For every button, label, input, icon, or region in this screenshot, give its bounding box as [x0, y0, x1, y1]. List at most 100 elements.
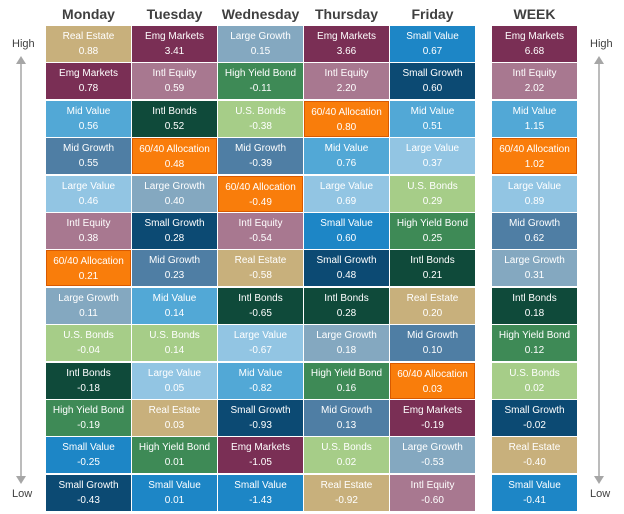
cell-asset-name: Small Value: [234, 479, 287, 491]
cell-return-value: -0.39: [249, 158, 272, 170]
cell-wednesday-intl-bonds: Intl Bonds -0.65: [218, 287, 303, 324]
cell-thursday-intl-bonds: Intl Bonds 0.28: [304, 287, 389, 324]
cell-asset-name: Mid Growth: [62, 143, 115, 155]
cell-return-value: 0.69: [336, 195, 357, 207]
cell-wednesday-high-yield-bond: High Yield Bond -0.11: [218, 63, 303, 100]
cell-wednesday-small-value: Small Value -1.43: [218, 474, 303, 511]
cell-asset-name: 60/40 Allocation: [53, 256, 124, 268]
column-header-tuesday: Tuesday: [146, 6, 203, 22]
cell-monday-mid-value: Mid Value 0.56: [46, 100, 131, 137]
cell-friday-small-value: Small Value 0.67: [390, 26, 475, 62]
cell-tuesday-large-growth: Large Growth 0.40: [132, 175, 217, 212]
low-label-right: Low: [590, 488, 611, 500]
cell-return-value: 0.20: [422, 307, 443, 319]
cell-return-value: 1.15: [524, 120, 545, 132]
cell-return-value: -0.82: [249, 382, 272, 394]
cell-asset-name: U.S. Bonds: [321, 442, 372, 454]
cell-monday-small-value: Small Value -0.25: [46, 437, 131, 474]
cell-return-value: 0.67: [422, 46, 443, 57]
cell-week-60-40-allocation: 60/40 Allocation 1.02: [492, 138, 577, 175]
cell-tuesday-emg-markets: Emg Markets 3.41: [132, 26, 217, 62]
cell-monday-u-s-bonds: U.S. Bonds -0.04: [46, 325, 131, 362]
low-label-left: Low: [12, 488, 33, 500]
column-header-monday: Monday: [62, 6, 115, 22]
cell-return-value: -0.53: [421, 457, 444, 469]
cell-asset-name: Small Growth: [144, 218, 205, 229]
cell-asset-name: Real Estate: [62, 31, 115, 42]
cell-asset-name: Large Value: [319, 180, 374, 192]
cell-return-value: -0.25: [77, 457, 100, 469]
cell-wednesday-real-estate: Real Estate -0.58: [218, 250, 303, 287]
cell-monday-high-yield-bond: High Yield Bond -0.19: [46, 400, 131, 436]
cell-thursday-large-value: Large Value 0.69: [304, 175, 389, 212]
cell-wednesday-small-growth: Small Growth -0.93: [218, 400, 303, 436]
cell-asset-name: Intl Bonds: [238, 292, 283, 304]
cell-asset-name: High Yield Bond: [396, 218, 469, 229]
cell-return-value: -1.43: [249, 494, 272, 506]
cell-asset-name: U.S. Bonds: [63, 330, 114, 342]
cell-week-u-s-bonds: U.S. Bonds 0.02: [492, 362, 577, 399]
cell-asset-name: High Yield Bond: [52, 405, 125, 416]
cell-return-value: 2.20: [336, 83, 357, 95]
cell-tuesday-intl-bonds: Intl Bonds 0.52: [132, 100, 217, 137]
cell-asset-name: Emg Markets: [317, 31, 376, 42]
cell-return-value: 0.52: [164, 120, 185, 132]
cell-return-value: -0.92: [335, 494, 358, 506]
cell-return-value: 0.25: [422, 233, 443, 244]
high-label-left: High: [12, 38, 35, 50]
cell-asset-name: Small Growth: [504, 405, 565, 416]
cell-wednesday-mid-growth: Mid Growth -0.39: [218, 138, 303, 175]
cell-asset-name: Intl Bonds: [66, 367, 111, 379]
cell-wednesday-mid-value: Mid Value -0.82: [218, 362, 303, 399]
cell-asset-name: Real Estate: [406, 292, 459, 304]
cell-return-value: 0.18: [336, 345, 357, 357]
cell-return-value: 0.14: [164, 345, 185, 357]
cell-asset-name: Mid Growth: [508, 218, 561, 229]
cell-asset-name: Mid Growth: [148, 255, 201, 267]
cell-asset-name: Intl Equity: [66, 218, 111, 229]
cell-return-value: 0.01: [164, 494, 185, 506]
cell-return-value: 0.55: [78, 158, 99, 170]
cell-tuesday-small-value: Small Value 0.01: [132, 474, 217, 511]
cell-asset-name: Intl Equity: [512, 68, 557, 80]
cell-monday-mid-growth: Mid Growth 0.55: [46, 138, 131, 175]
cell-asset-name: Large Value: [147, 367, 202, 379]
cell-wednesday-large-growth: Large Growth 0.15: [218, 26, 303, 62]
cell-return-value: -0.19: [421, 420, 444, 431]
cell-thursday-small-growth: Small Growth 0.48: [304, 250, 389, 287]
cell-asset-name: Emg Markets: [231, 442, 290, 454]
cell-thursday-large-growth: Large Growth 0.18: [304, 325, 389, 362]
column-header-wednesday: Wednesday: [221, 6, 300, 22]
cell-asset-name: Small Value: [508, 479, 561, 491]
cell-week-intl-bonds: Intl Bonds 0.18: [492, 287, 577, 324]
cell-thursday-real-estate: Real Estate -0.92: [304, 474, 389, 511]
cell-asset-name: 60/40 Allocation: [225, 181, 296, 193]
cell-thursday-emg-markets: Emg Markets 3.66: [304, 26, 389, 62]
cell-asset-name: Intl Equity: [410, 479, 455, 491]
cell-asset-name: Small Growth: [402, 68, 463, 80]
cell-return-value: 0.03: [164, 420, 185, 431]
cell-return-value: 0.56: [78, 120, 99, 132]
cell-tuesday-u-s-bonds: U.S. Bonds 0.14: [132, 325, 217, 362]
cell-return-value: -0.60: [421, 494, 444, 506]
cell-asset-name: Mid Growth: [234, 143, 287, 155]
cell-tuesday-large-value: Large Value 0.05: [132, 362, 217, 399]
cell-thursday-intl-equity: Intl Equity 2.20: [304, 63, 389, 100]
cell-return-value: -0.18: [77, 382, 100, 394]
cell-wednesday-large-value: Large Value -0.67: [218, 325, 303, 362]
cell-return-value: 0.05: [164, 382, 185, 394]
cell-wednesday-emg-markets: Emg Markets -1.05: [218, 437, 303, 474]
cell-asset-name: Real Estate: [508, 442, 561, 454]
cell-week-real-estate: Real Estate -0.40: [492, 437, 577, 474]
cell-return-value: 0.02: [524, 382, 545, 394]
cell-asset-name: U.S. Bonds: [149, 330, 200, 342]
cell-tuesday-60-40-allocation: 60/40 Allocation 0.48: [132, 138, 217, 175]
cell-asset-name: Mid Growth: [320, 405, 373, 416]
cell-return-value: -1.05: [249, 457, 272, 469]
cell-return-value: -0.58: [249, 270, 272, 282]
cell-friday-large-growth: Large Growth -0.53: [390, 437, 475, 474]
cell-return-value: -0.41: [523, 494, 546, 506]
cell-return-value: 0.28: [336, 307, 357, 319]
cell-asset-name: Small Value: [320, 218, 373, 229]
cell-return-value: -0.02: [523, 420, 546, 431]
